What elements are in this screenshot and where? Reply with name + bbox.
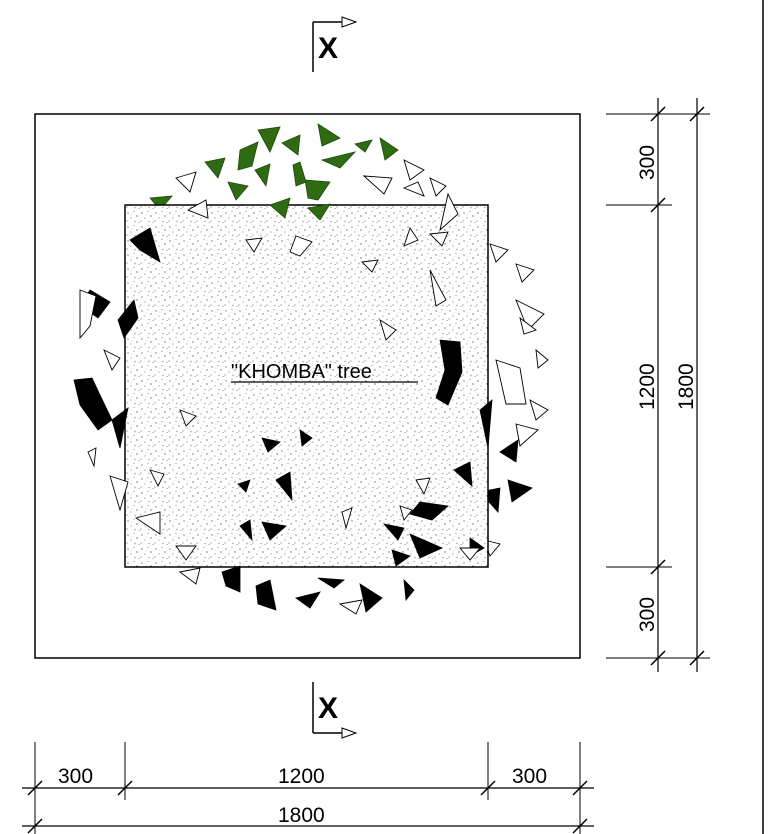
foliage-shard (429, 177, 447, 197)
dim-right-top: 300 (636, 145, 659, 180)
foliage-shard (495, 359, 527, 405)
foliage-shard (362, 175, 393, 195)
foliage-shard (186, 199, 209, 219)
foliage-shard (489, 243, 509, 263)
section-mark-bottom: X (312, 682, 358, 739)
foliage-shard (237, 141, 259, 171)
section-mark-top-label: X (318, 32, 338, 65)
foliage-shard (507, 479, 533, 503)
foliage-shard (435, 339, 463, 406)
foliage-shard (149, 469, 165, 488)
foliage-shard (402, 181, 425, 197)
foliage-shard (269, 197, 291, 219)
foliage-shard (415, 477, 431, 496)
tree-canopy-foliage-overlay (79, 123, 549, 613)
foliage-shard (299, 429, 313, 447)
foliage-shard (204, 157, 226, 179)
foliage-shard (515, 263, 535, 283)
foliage-shard (439, 192, 459, 232)
foliage-shard (275, 471, 293, 502)
foliage-shard (359, 583, 383, 613)
foliage-shard (175, 171, 197, 193)
foliage-shard (453, 461, 473, 487)
foliage-shard (117, 299, 139, 339)
foliage-shard (175, 545, 197, 561)
section-mark-top: X (312, 16, 358, 72)
dim-right-total: 1800 (675, 363, 698, 410)
foliage-shard (382, 523, 405, 541)
foliage-shard (87, 447, 97, 468)
foliage-shard (515, 423, 539, 447)
foliage-shard (179, 409, 197, 427)
dim-right-middle: 1200 (636, 363, 659, 410)
tree-label: "KHOMBA" tree (231, 361, 372, 383)
foliage-shard (134, 511, 161, 535)
dim-right-bottom: 300 (636, 597, 659, 632)
foliage-shard (129, 227, 161, 263)
foliage-shard (338, 599, 363, 615)
foliage-shard (178, 567, 201, 585)
foliage-shard (103, 349, 121, 371)
foliage-shard (429, 231, 449, 247)
foliage-shard (317, 123, 341, 147)
section-mark-bottom-label: X (318, 692, 338, 725)
foliage-shard (109, 475, 129, 512)
foliage-shard (149, 195, 173, 211)
foliage-shard (255, 579, 277, 611)
foliage-shard (254, 163, 271, 188)
foliage-shard (479, 399, 493, 449)
foliage-shard (535, 348, 549, 369)
foliage-shard (403, 578, 415, 602)
foliage-shard (111, 407, 129, 449)
foliage-shard (429, 269, 447, 307)
foliage-shard (281, 134, 301, 156)
foliage-shard (529, 399, 549, 421)
foliage-shard (292, 161, 307, 187)
foliage-shard (379, 318, 397, 341)
foliage-shard (361, 259, 379, 273)
dim-bottom-left: 300 (58, 765, 93, 788)
foliage-shard (409, 501, 449, 521)
dim-bottom-right: 300 (512, 765, 547, 788)
foliage-shard (317, 577, 346, 589)
foliage-shard (261, 437, 281, 453)
foliage-shard (304, 179, 331, 201)
foliage-shard (403, 226, 419, 247)
foliage-shard (239, 519, 253, 542)
dim-bottom-middle: 1200 (278, 765, 325, 788)
foliage-shard (289, 235, 313, 257)
outer-planting-boundary (34, 113, 581, 659)
foliage-shard (320, 151, 357, 169)
foliage-shard (403, 159, 425, 181)
dim-bottom-total: 1800 (278, 804, 325, 827)
foliage-shard (379, 137, 399, 161)
foliage-shard (341, 507, 353, 530)
foliage-shard (245, 237, 263, 253)
foliage-shard (307, 203, 331, 221)
foliage-shard (295, 591, 321, 609)
foliage-shard (237, 479, 251, 493)
foliage-shard (459, 547, 481, 561)
foliage-shard (354, 139, 373, 153)
foliage-shard (227, 181, 249, 201)
bottom-dimension-chain: 300 1200 300 1800 (22, 742, 594, 834)
foliage-shard (499, 439, 519, 463)
foliage-shard (257, 126, 281, 153)
right-dimension-chain: 300 1200 300 1800 (606, 98, 710, 672)
foliage-shard (261, 521, 287, 541)
foliage-shard (391, 549, 411, 567)
foliage-shard (519, 316, 537, 335)
foliage-shard (221, 565, 241, 593)
foliage-shard (73, 377, 113, 431)
foliage-shard (79, 289, 97, 340)
foliage-shard (409, 533, 443, 559)
foliage-shard (399, 505, 413, 521)
foliage-shard (515, 299, 545, 331)
